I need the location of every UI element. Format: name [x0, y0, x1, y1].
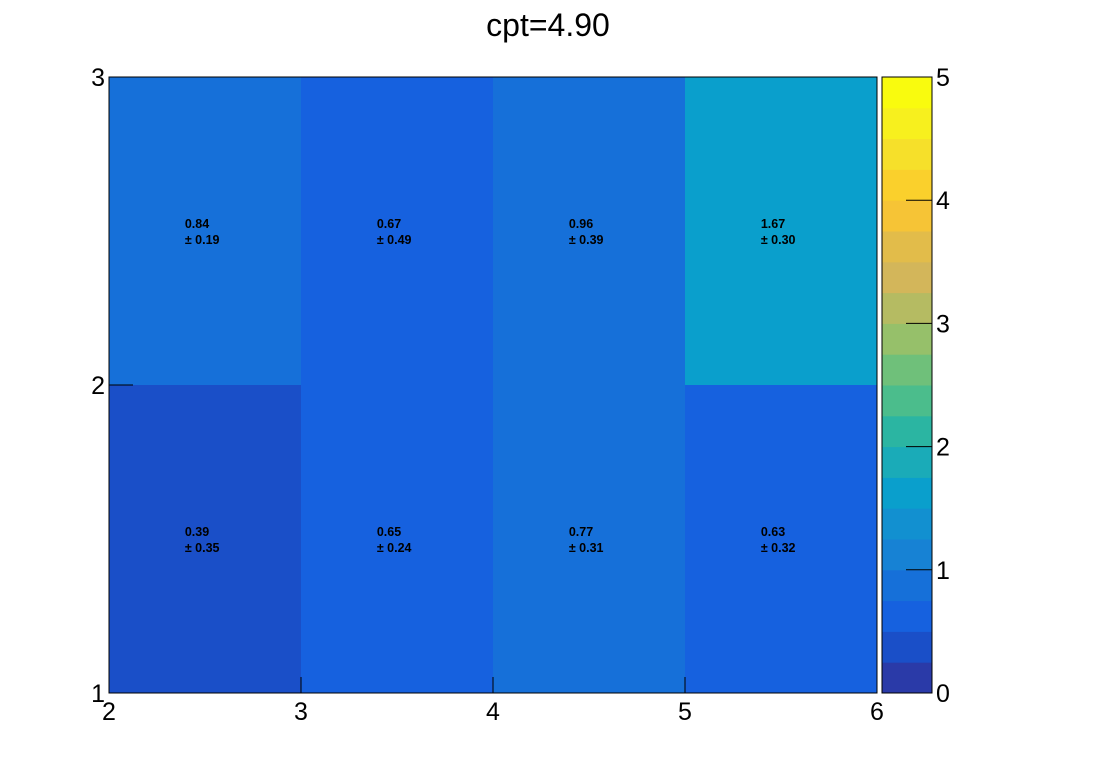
colorbar-swatch: [882, 169, 932, 201]
y-tick-label: 3: [91, 64, 105, 92]
colorbar-swatch: [882, 107, 932, 140]
colorbar-swatch: [882, 138, 932, 170]
colorbar-swatch: [882, 477, 932, 509]
cell-error-label: ± 0.31: [569, 541, 604, 555]
cell-error-label: ± 0.30: [761, 233, 796, 247]
heatmap-cell: [685, 385, 877, 693]
cell-value-label: 0.67: [377, 217, 401, 231]
colorbar-swatch: [882, 200, 932, 232]
cell-error-label: ± 0.32: [761, 541, 796, 555]
colorbar-tick-label: 2: [936, 434, 950, 462]
x-axis: 2 3 4 5 6: [102, 677, 884, 726]
y-tick-label: 1: [91, 680, 105, 708]
cell-value-label: 0.84: [185, 217, 209, 231]
chart-title: cpt=4.90: [486, 7, 610, 43]
heatmap-cell: [301, 385, 493, 693]
colorbar-swatch: [882, 662, 932, 694]
x-tick-label: 2: [102, 698, 116, 726]
colorbar-swatch: [882, 600, 932, 632]
colorbar-swatch: [882, 385, 932, 417]
colorbar-swatch: [882, 569, 932, 602]
heatmap-cells: 0.39 ± 0.35 0.65 ± 0.24 0.77 ± 0.31 0.63 ± 0.32…: [109, 77, 877, 693]
y-axis: 1 2 3: [91, 64, 133, 708]
colorbar-swatch: [882, 446, 932, 478]
color-scale-bar: 0 1 2 3 4 5: [881, 64, 950, 708]
y-tick-label: 2: [91, 372, 105, 400]
heatmap-cell: [301, 77, 493, 385]
cell-error-label: ± 0.49: [377, 233, 412, 247]
colorbar-tick-label: 3: [936, 310, 950, 338]
cell-error-label: ± 0.35: [185, 541, 220, 555]
heatmap-cell: [493, 385, 685, 693]
colorbar-tick-label: 1: [936, 557, 950, 585]
colorbar-swatch: [882, 631, 932, 663]
colorbar-swatch: [882, 77, 932, 109]
colorbar-swatch: [882, 415, 932, 448]
heatmap-cell: [109, 77, 301, 385]
colorbar-swatch: [882, 261, 932, 294]
x-tick-label: 3: [294, 698, 308, 726]
heatmap-cell: [685, 77, 877, 385]
x-tick-label: 6: [870, 698, 884, 726]
cell-value-label: 0.39: [185, 525, 209, 539]
cell-error-label: ± 0.39: [569, 233, 604, 247]
colorbar-swatch: [882, 292, 932, 324]
cell-error-label: ± 0.19: [185, 233, 220, 247]
colorbar-swatch: [882, 354, 932, 386]
cell-value-label: 1.67: [761, 217, 785, 231]
colorbar-tick-label: 4: [936, 187, 950, 215]
colorbar-swatch: [882, 508, 932, 540]
x-tick-label: 4: [486, 698, 500, 726]
colorbar-swatch: [882, 231, 932, 263]
heatmap-cell: [109, 385, 301, 693]
colorbar-tick-label: 5: [936, 64, 950, 92]
heatmap-cell: [493, 77, 685, 385]
cell-error-label: ± 0.24: [377, 541, 412, 555]
cell-value-label: 0.77: [569, 525, 593, 539]
cell-value-label: 0.65: [377, 525, 401, 539]
cell-value-label: 0.96: [569, 217, 593, 231]
colorbar-swatch: [882, 539, 932, 571]
colorbar-tick-label: 0: [936, 680, 950, 708]
colorbar-swatch: [882, 323, 932, 355]
x-tick-label: 5: [678, 698, 692, 726]
cell-value-label: 0.63: [761, 525, 785, 539]
